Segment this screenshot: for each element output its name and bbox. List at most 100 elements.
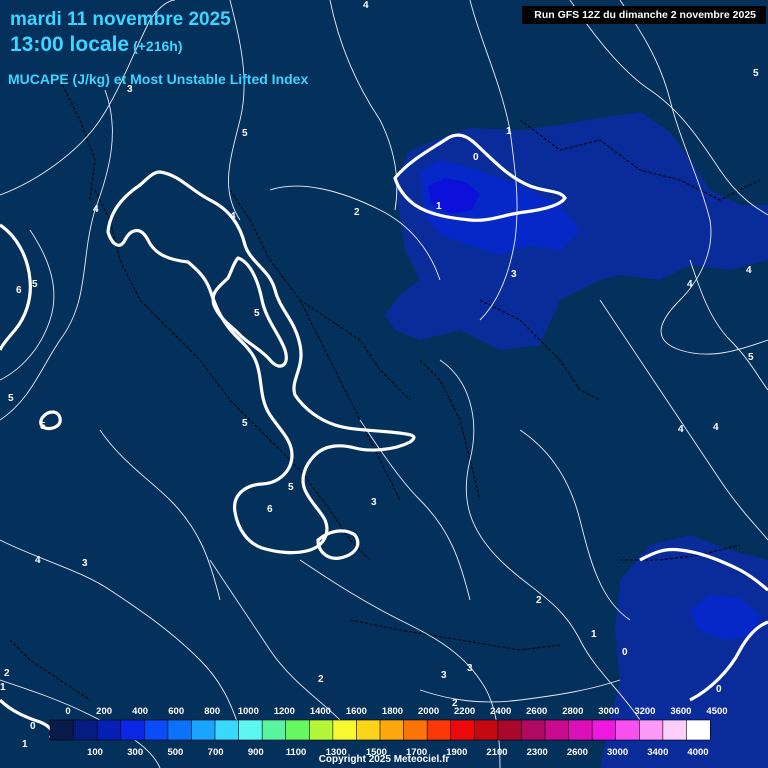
forecast-time-label: 13:00 locale <box>10 33 130 56</box>
contour-label: 1 <box>436 201 442 212</box>
colorbar-tick-label: 1900 <box>446 747 467 758</box>
contour-label: 2 <box>452 698 458 709</box>
colorbar-tick-label: 2600 <box>526 706 547 717</box>
contour-label: 1 <box>506 126 512 137</box>
colorbar-tick-label: 1200 <box>274 706 295 717</box>
contour-zero-north <box>393 133 567 222</box>
contour-label: 0 <box>473 152 479 163</box>
colorbar-swatch <box>120 719 145 741</box>
contour-label: 5 <box>32 279 38 290</box>
colorbar-swatch <box>403 719 428 741</box>
contour-label: 4 <box>363 0 369 11</box>
contour-loop-west <box>106 170 416 555</box>
colorbar-tick-label: 200 <box>96 706 112 717</box>
contour-label: 2 <box>354 207 360 218</box>
contour-loop-inner <box>211 256 288 368</box>
contour-label: 4 <box>93 204 99 215</box>
contour-label: 5 <box>748 352 754 363</box>
colorbar-swatch <box>73 719 98 741</box>
contour-label: 5 <box>242 418 248 429</box>
contour-label: 4 <box>35 555 41 566</box>
contour-label: 1 <box>22 739 28 750</box>
colorbar-swatch <box>568 719 593 741</box>
colorbar-swatches <box>49 719 711 741</box>
cape-area-southeast <box>600 535 768 768</box>
lifted-index-zero-lines <box>0 133 768 740</box>
forecast-offset: (+216h) <box>133 38 183 54</box>
colorbar-tick-label: 1800 <box>382 706 403 717</box>
colorbar-swatch <box>356 719 381 741</box>
colorbar-tick-label: 3200 <box>634 706 655 717</box>
forecast-date: mardi 11 novembre 2025 <box>10 9 231 30</box>
colorbar-swatch <box>167 719 193 741</box>
model-run-label: Run GFS 12Z du dimanche 2 novembre 2025 <box>522 6 766 24</box>
contour-label: 2 <box>536 595 542 606</box>
contour-label: 5 <box>40 421 46 432</box>
colorbar-swatch <box>308 719 334 741</box>
colorbar-tick-label: 2600 <box>567 747 588 758</box>
contour-label: 6 <box>16 285 22 296</box>
colorbar-tick-label: 300 <box>127 747 143 758</box>
colorbar-swatch <box>591 719 617 741</box>
colorbar-tick-label: 100 <box>87 747 103 758</box>
colorbar-tick-label: 4000 <box>687 747 708 758</box>
colorbar-tick-label: 600 <box>168 706 184 717</box>
forecast-time: 13:00 locale (+216h) <box>10 33 183 57</box>
colorbar-bottom-ticks: 100 300 500 700 900 1100 1300 1500 1700 1900 2100 2… <box>87 747 709 758</box>
contour-label: 6 <box>267 504 273 515</box>
colorbar-swatch <box>238 719 263 741</box>
contour-label: 4 <box>687 279 693 290</box>
contour-label: 1 <box>591 629 597 640</box>
colorbar-swatch <box>473 719 499 741</box>
contour-loop-south <box>316 529 360 560</box>
colorbar-tick-label: 1700 <box>406 747 427 758</box>
colorbar-tick-label: 3000 <box>607 747 628 758</box>
contour-southeast-lower <box>689 620 768 702</box>
colorbar-swatch <box>379 719 405 741</box>
contour-label: 4 <box>713 422 719 433</box>
colorbar-tick-label: 3600 <box>670 706 691 717</box>
colorbar-swatch <box>191 719 216 741</box>
colorbar-swatch <box>96 719 122 741</box>
colorbar-swatch <box>450 719 475 741</box>
colorbar-tick-label: 2100 <box>486 747 507 758</box>
contour-label: 5 <box>254 308 260 319</box>
colorbar-swatch <box>638 719 664 741</box>
colorbar-swatch <box>426 719 452 741</box>
contour-label: 4 <box>230 211 236 222</box>
colorbar-tick-label: 1100 <box>286 747 307 758</box>
copyright-notice: Copyright 2025 Meteociel.fr <box>318 754 450 765</box>
colorbar-tick-label: 400 <box>132 706 148 717</box>
parameter-title: MUCAPE (J/kg) et Most Unstable Lifted In… <box>8 71 309 87</box>
colorbar-swatch <box>261 719 287 741</box>
colorbar-swatch <box>521 719 546 741</box>
colorbar-tick-label: 900 <box>248 747 264 758</box>
colorbar-tick-label: 2000 <box>418 706 439 717</box>
colorbar-tick-label: 1500 <box>366 747 387 758</box>
contour-label: 5 <box>8 393 14 404</box>
contour-label: 3 <box>511 269 517 280</box>
colorbar-swatch <box>686 719 711 741</box>
mucape-colorbar: 0 200 400 600 800 1000 1200 1400 1600 1800 2000 220… <box>49 706 728 758</box>
colorbar-swatch <box>143 719 169 741</box>
contour-label: 0 <box>622 647 628 658</box>
colorbar-tick-label: 2200 <box>454 706 475 717</box>
colorbar-tick-label: 1400 <box>310 706 331 717</box>
colorbar-top-ticks: 0 200 400 600 800 1000 1200 1400 1600 1800 2000 220… <box>65 706 727 717</box>
colorbar-swatch <box>544 719 570 741</box>
colorbar-swatch <box>497 719 523 741</box>
contour-label: 0 <box>716 684 722 695</box>
contour-label: 0 <box>30 721 36 732</box>
colorbar-tick-label: 2800 <box>562 706 583 717</box>
contour-label: 3 <box>371 497 377 508</box>
contour-label: 3 <box>127 84 133 95</box>
colorbar-tick-label: 4500 <box>706 706 727 717</box>
contour-label: 3 <box>441 670 447 681</box>
contour-label: 5 <box>242 128 248 139</box>
colorbar-tick-label: 0 <box>65 706 70 717</box>
cape-area-southeast-mid <box>690 595 760 640</box>
contour-label: 1 <box>0 682 6 693</box>
